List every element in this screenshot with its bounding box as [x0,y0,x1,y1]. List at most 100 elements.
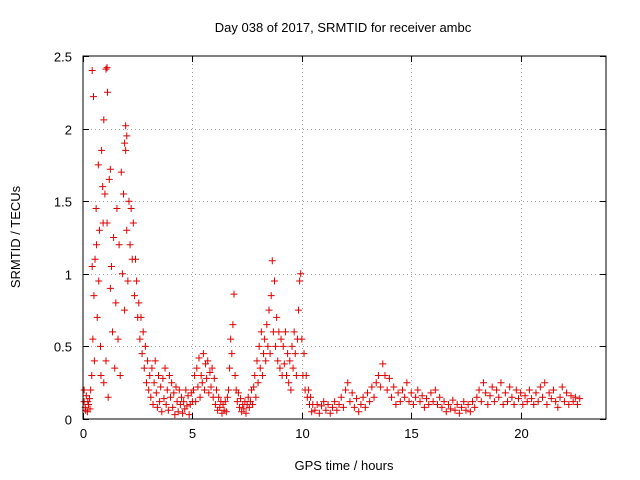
data-point [80,386,88,394]
data-point [226,364,234,372]
data-point [549,386,557,394]
data-point [267,292,275,300]
data-point [172,383,180,391]
data-point [297,270,305,278]
data-point [88,371,96,379]
data-point [460,398,468,406]
data-point [151,357,159,365]
x-tick-label: 20 [514,426,528,441]
data-point [270,277,278,285]
data-point [425,400,433,408]
data-point [372,379,380,387]
data-point [466,408,474,416]
data-point [326,409,334,417]
data-point [207,383,215,391]
data-point [167,393,175,401]
data-point [506,383,514,391]
data-point [342,386,350,394]
data-point [97,371,105,379]
data-point [519,400,527,408]
data-point [156,398,164,406]
data-point [93,241,101,249]
y-tick-label: 1 [65,268,72,283]
data-point [420,403,428,411]
data-point [565,400,573,408]
data-point [112,299,120,307]
y-tick-label: 1.5 [54,195,72,210]
data-point [99,219,107,227]
data-point [462,406,470,414]
data-point [308,408,316,416]
data-point [93,313,101,321]
data-point [145,386,153,394]
data-point [90,292,98,300]
data-point [493,386,501,394]
data-point [280,360,288,368]
data-point [92,204,100,212]
data-point [569,398,577,406]
data-point [139,328,147,336]
x-tick-label: 0 [80,426,87,441]
data-point [104,88,112,96]
data-point [154,371,162,379]
data-point [381,371,389,379]
data-point [125,197,133,205]
axis-ticks: 0 5 10 15 20 0 0.5 1 1.5 2 2.5 [54,50,606,441]
data-point [179,409,187,417]
data-point [174,408,182,416]
data-point [249,400,257,408]
data-point [455,409,463,417]
data-point [547,395,555,403]
plot-frame [82,55,607,420]
data-point [102,65,110,73]
data-point [116,371,124,379]
data-point [475,386,483,394]
data-point [135,299,143,307]
data-point [525,386,533,394]
data-point [114,335,122,343]
data-point [383,386,391,394]
data-point [436,393,444,401]
data-point [104,393,112,401]
data-point [504,398,512,406]
data-point [122,122,130,130]
data-point [180,398,188,406]
data-point [359,393,367,401]
data-point [536,383,544,391]
data-point [109,328,117,336]
data-point [324,400,332,408]
data-point [113,204,121,212]
data-point [453,400,461,408]
data-point [262,357,270,365]
data-point [144,357,152,365]
data-point [206,369,214,377]
data-point [184,392,192,400]
data-point [196,393,204,401]
data-point [261,335,269,343]
data-point [84,400,92,408]
data-point [200,386,208,394]
data-point [250,383,258,391]
data-point [438,403,446,411]
data-point [170,389,178,397]
data-point [412,393,420,401]
data-point [315,409,323,417]
data-point [212,386,220,394]
data-point [138,350,146,358]
data-point [392,400,400,408]
data-point [543,400,551,408]
data-point [86,405,94,413]
data-point [545,389,553,397]
data-point [215,393,223,401]
data-point [123,132,131,140]
data-point [100,379,108,387]
data-point [136,335,144,343]
data-point [162,400,170,408]
data-point [497,379,505,387]
data-point [140,364,148,372]
data-point [484,400,492,408]
data-point [263,321,271,329]
data-point [110,234,118,241]
data-point [320,398,328,406]
data-point [223,393,231,401]
